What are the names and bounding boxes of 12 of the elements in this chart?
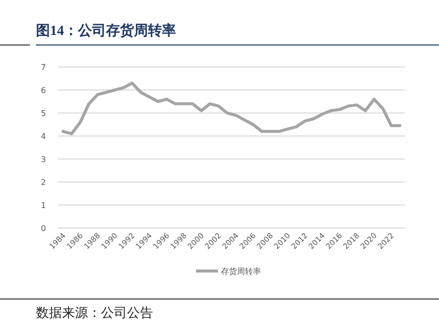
legend-label: 存货周转率 bbox=[221, 266, 261, 276]
source-note: 数据来源：公司公告 bbox=[36, 305, 153, 320]
y-tick-label: 6 bbox=[40, 86, 46, 95]
y-tick-label: 4 bbox=[40, 132, 46, 141]
y-tick-label: 2 bbox=[40, 178, 46, 187]
line-series bbox=[62, 82, 402, 136]
y-tick-label: 1 bbox=[40, 200, 46, 210]
y-tick-label: 0 bbox=[40, 224, 46, 233]
y-tick-label: 5 bbox=[40, 108, 46, 118]
y-tick-label: 3 bbox=[40, 154, 46, 164]
y-tick-label: 7 bbox=[40, 62, 46, 72]
chart-title: 图14：公司存货周转率 bbox=[36, 22, 176, 39]
